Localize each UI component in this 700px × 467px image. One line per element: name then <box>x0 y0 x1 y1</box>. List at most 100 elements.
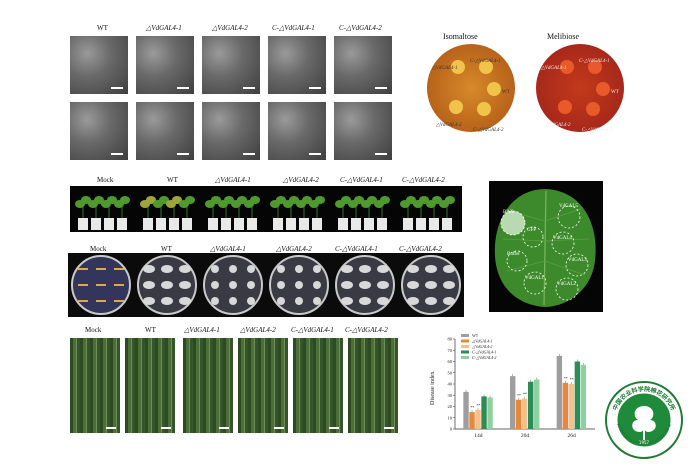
fungal-colony <box>161 265 173 273</box>
chart-x-tick-label: 26d <box>568 433 577 439</box>
chart-bar <box>580 364 587 429</box>
sem-image <box>268 36 326 94</box>
plant-pot <box>78 218 88 230</box>
plant-leaf <box>224 196 234 204</box>
chart-significance-mark: ** <box>523 392 527 397</box>
plant-leaf <box>94 196 104 204</box>
fungal-colony <box>161 297 173 305</box>
fungal-colony <box>247 265 255 273</box>
fungal-colony <box>425 297 437 305</box>
fungal-colony <box>313 265 321 273</box>
fungal-colony <box>277 281 285 289</box>
plant-leaf <box>380 196 390 204</box>
isomaltose-plate <box>427 44 515 132</box>
chart-bar <box>469 412 475 429</box>
sem-label-c2: C-△VdGAL4-2 <box>339 24 382 32</box>
leaf-label: BAX <box>503 210 514 215</box>
fungal-colony <box>143 265 155 273</box>
plant-leaf <box>406 196 416 204</box>
tobacco-leaf-photo: BAX VdGAL5 GFP VdGAL4 Buffer VdGAL3 VdGA… <box>489 181 603 312</box>
stem-segment <box>114 268 124 270</box>
plant-leaf <box>341 196 351 204</box>
plant-pot <box>117 218 127 230</box>
plant-pot <box>247 218 257 230</box>
plant-pot <box>286 218 296 230</box>
plant-label-c1: C-△VdGAL4-1 <box>340 176 383 184</box>
chart-legend-label: △VdGAL4-1 <box>471 339 492 344</box>
plant-leaf <box>276 196 286 204</box>
fungal-colony <box>247 297 255 305</box>
plate-title-isomaltose: Isomaltose <box>443 32 478 41</box>
plant-pot <box>442 218 452 230</box>
plant-pot <box>429 218 439 230</box>
stem-section-image <box>70 338 120 433</box>
fungal-colony <box>229 265 237 273</box>
plate-spot-label: △VdGAL4-1 <box>541 66 567 71</box>
logo-year: 1957 <box>639 440 650 445</box>
plant-pot <box>416 218 426 230</box>
fungal-colony <box>359 281 371 289</box>
fungal-colony <box>341 297 353 305</box>
fungal-colony <box>377 281 389 289</box>
plant-pot <box>104 218 114 230</box>
chart-y-tick-label: 70 <box>448 348 453 353</box>
plant-pot <box>143 218 153 230</box>
chart-legend-label: △VdGAL4-2 <box>471 344 492 349</box>
fungal-colony <box>341 265 353 273</box>
stem-label-c1: C-△VdGAL4-1 <box>291 326 334 334</box>
plant-label-d2: △VdGAL4-2 <box>283 176 319 184</box>
plant-leaf <box>211 196 221 204</box>
chart-legend-label: C-△VdGAL4-1 <box>472 350 496 355</box>
plant-pot <box>299 218 309 230</box>
chart-legend-label: C-△VdGAL4-2 <box>472 355 496 360</box>
sem-image <box>334 36 392 94</box>
stem-label-wt: WT <box>145 326 156 334</box>
chart-bar <box>534 379 540 429</box>
colony-spot <box>449 100 463 114</box>
colony-spot <box>596 82 610 96</box>
fungal-colony <box>407 281 419 289</box>
chart-legend-swatch <box>461 356 469 359</box>
stem-segment <box>78 300 88 302</box>
fungal-colony <box>211 281 219 289</box>
chart-significance-mark: ** <box>570 377 574 382</box>
stem-label-mock: Mock <box>85 326 102 334</box>
plant-leaf <box>120 196 130 204</box>
plant-label-wt: WT <box>167 176 178 184</box>
chart-significance-mark: ** <box>470 405 474 410</box>
dish-label-d2: △VdGAL4-2 <box>276 245 312 253</box>
fungal-colony <box>359 297 371 305</box>
dish-label-mock: Mock <box>90 245 107 253</box>
stem-section-image <box>125 338 175 433</box>
chart-y-tick-label: 60 <box>448 359 453 364</box>
chart-bar <box>487 397 493 429</box>
chart-bar <box>510 376 516 429</box>
colony-spot <box>479 60 493 74</box>
chart-significance-mark: ** <box>517 393 521 398</box>
fungal-colony <box>407 265 419 273</box>
fungal-colony <box>277 265 285 273</box>
colony-spot <box>477 102 491 116</box>
plant-photo-strip <box>70 186 462 232</box>
dish-label-c2: C-△VdGAL4-2 <box>399 245 442 253</box>
plant-pot <box>208 218 218 230</box>
chart-bar <box>481 396 487 429</box>
chart-y-tick-label: 20 <box>448 404 453 409</box>
fungal-colony <box>425 281 437 289</box>
chart-bar <box>574 361 581 429</box>
colony-spot <box>451 60 465 74</box>
leaf-label: VdGAL2 <box>557 282 576 287</box>
plant-pot <box>91 218 101 230</box>
sem-image <box>202 102 260 160</box>
fungal-colony <box>407 297 419 305</box>
stem-section-image <box>238 338 288 433</box>
chart-x-tick-label: 14d <box>474 433 483 439</box>
chart-y-label: Disease index <box>430 372 436 406</box>
chart-legend-swatch <box>461 334 469 337</box>
fungal-colony <box>143 297 155 305</box>
plant-pot <box>312 218 322 230</box>
plant-pot <box>273 218 283 230</box>
plant-label-c2: C-△VdGAL4-2 <box>402 176 445 184</box>
chart-x-tick-label: 20d <box>521 433 530 439</box>
plant-pot <box>169 218 179 230</box>
